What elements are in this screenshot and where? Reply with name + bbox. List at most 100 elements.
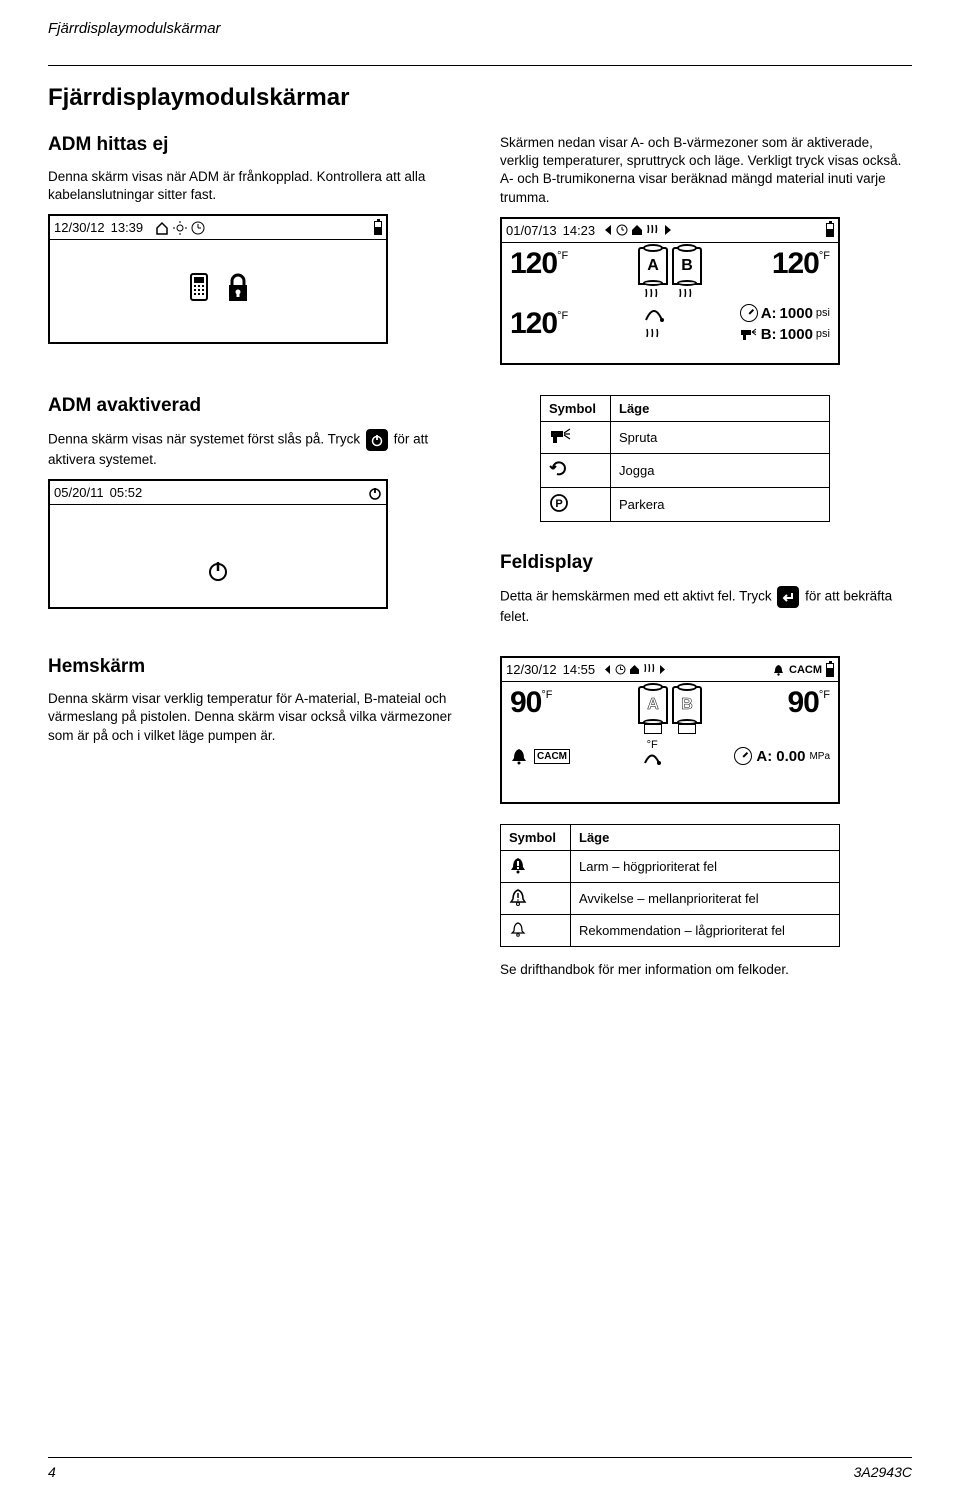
lcd-time: 14:23 (563, 223, 596, 238)
enter-button-icon (777, 586, 799, 608)
th-mode: Läge (571, 825, 840, 851)
th-symbol: Symbol (501, 825, 571, 851)
arrow-left-icon (603, 224, 613, 236)
lcd-heatzones: 01/07/13 14:23 120 °F (500, 217, 840, 365)
header-divider (48, 65, 912, 66)
th-symbol: Symbol (541, 395, 611, 421)
press-unit: psi (816, 327, 830, 342)
hemskarm-title: Hemskärm (48, 656, 460, 678)
battery-icon (374, 221, 382, 235)
battery-icon (826, 223, 834, 237)
arrow-left-icon (603, 664, 612, 675)
temp-b-value: 120 (772, 247, 819, 281)
bell-light-icon (501, 915, 571, 947)
press-a-value: 1000 (780, 303, 813, 324)
lcd-date: 12/30/12 (506, 662, 557, 677)
home-icon (631, 224, 643, 236)
adm-deact-body: Denna skärm visas när systemet först slå… (48, 429, 460, 469)
lcd-time: 14:55 (563, 662, 596, 677)
spray-gun-icon (740, 327, 758, 341)
err-deviation: Avvikelse – mellanprioriterat fel (571, 883, 840, 915)
lcd-adm-deact: 05/20/11 05:52 (48, 479, 388, 609)
page-footer: 4 3A2943C (48, 1457, 912, 1480)
err-alarm: Larm – högprioriterat fel (571, 851, 840, 883)
jog-icon (541, 453, 611, 487)
page-number: 4 (48, 1464, 56, 1480)
feldisplay-body: Detta är hemskärmen med ett aktivt fel. … (500, 586, 912, 626)
temp-unit: °F (541, 690, 552, 701)
arrow-right-icon (658, 664, 667, 675)
hose-icon (642, 751, 662, 765)
heater-off-icon (644, 724, 662, 734)
mode-table: SymbolLäge Spruta Jogga P Parkera (540, 395, 830, 522)
press-unit: MPa (809, 751, 830, 762)
heater-off-icon (678, 724, 696, 734)
adm-missing-title: ADM hittas ej (48, 134, 460, 156)
press-unit: psi (816, 306, 830, 321)
phone-icon (185, 272, 213, 304)
temp-b-value: 90 (788, 686, 819, 720)
lock-icon (225, 272, 251, 304)
drum-b-icon: B (672, 686, 702, 724)
temp-unit: °F (819, 690, 830, 701)
mode-jog: Jogga (611, 453, 830, 487)
press-a-value: 0.00 (776, 748, 805, 765)
press-a-label: A: (756, 748, 772, 765)
running-header: Fjärrdisplaymodulskärmar (48, 20, 912, 37)
battery-icon (826, 663, 834, 677)
adm-missing-body: Denna skärm visas när ADM är frånkopplad… (48, 168, 460, 204)
sun-icon (173, 221, 187, 235)
clock-icon (191, 221, 205, 235)
temp-a-value: 90 (510, 686, 541, 720)
park-icon: P (541, 487, 611, 521)
heat-icon (644, 285, 662, 301)
cacm-code: CACM (534, 749, 570, 764)
temp-unit: °F (647, 740, 658, 751)
arrow-right-icon (663, 224, 673, 236)
bell-outline-icon (501, 883, 571, 915)
hemskarm-body: Denna skärm visar verklig temperatur för… (48, 690, 460, 745)
press-b-value: 1000 (780, 324, 813, 345)
heat-icon (646, 223, 660, 238)
power-small-icon (368, 486, 382, 500)
hose-icon (643, 306, 665, 322)
cacm-label: CACM (789, 664, 822, 676)
doc-id: 3A2943C (854, 1464, 912, 1480)
bell-alert-icon (510, 747, 528, 765)
svg-text:P: P (555, 498, 562, 510)
drum-a-icon: A (638, 686, 668, 724)
drum-b-icon: B (672, 247, 702, 285)
feldisplay-title: Feldisplay (500, 552, 912, 574)
lcd-time: 05:52 (110, 485, 143, 500)
power-button-icon (366, 429, 388, 451)
mode-park: Parkera (611, 487, 830, 521)
drum-a-icon: A (638, 247, 668, 285)
press-b-label: B: (761, 324, 777, 345)
clock-icon (616, 224, 628, 236)
heat-icon (678, 285, 696, 301)
temp-hose-value: 120 (510, 307, 557, 341)
heat-icon (643, 662, 655, 677)
clock-icon (615, 664, 626, 675)
bell-alert-icon (772, 663, 785, 676)
heat-icon (645, 325, 663, 341)
footnote: Se drifthandbok för mer information om f… (500, 961, 912, 979)
gauge-icon (740, 304, 758, 322)
temp-a-value: 120 (510, 247, 557, 281)
press-a-label: A: (761, 303, 777, 324)
th-mode: Läge (611, 395, 830, 421)
temp-unit: °F (819, 251, 830, 262)
mode-spray: Spruta (611, 421, 830, 453)
lcd-time: 13:39 (111, 220, 144, 235)
error-table: SymbolLäge Larm – högprioriterat fel Avv… (500, 824, 840, 947)
home-icon (155, 221, 169, 235)
page-title: Fjärrdisplaymodulskärmar (48, 84, 912, 112)
err-recommend: Rekommendation – lågprioriterat fel (571, 915, 840, 947)
gauge-icon (734, 747, 752, 765)
temp-unit: °F (557, 311, 568, 322)
lcd-adm-missing: 12/30/12 13:39 (48, 214, 388, 344)
heatzones-body: Skärmen nedan visar A- och B-värmezoner … (500, 134, 912, 207)
spray-gun-icon (541, 421, 611, 453)
bell-solid-icon (501, 851, 571, 883)
home-icon (629, 664, 640, 675)
